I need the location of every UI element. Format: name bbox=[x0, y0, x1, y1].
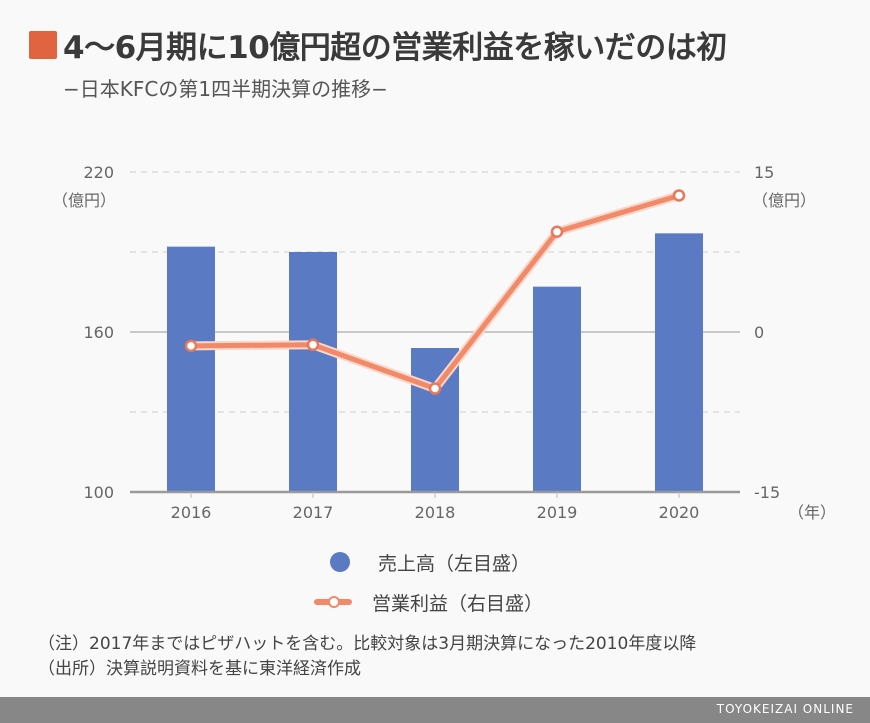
bar-2019 bbox=[533, 286, 581, 492]
right-tick-mid: 0 bbox=[754, 323, 764, 342]
left-tick-min: 100 bbox=[83, 483, 114, 502]
bar-2017 bbox=[289, 252, 337, 492]
x-tick-label: 2018 bbox=[415, 503, 456, 522]
footer-bar: TOYOKEIZAI ONLINE bbox=[0, 697, 870, 723]
legend-dot-icon bbox=[330, 552, 350, 572]
brand-label: TOYOKEIZAI ONLINE bbox=[716, 702, 854, 716]
bar-2020 bbox=[655, 233, 703, 493]
right-tick-min: -15 bbox=[754, 483, 780, 502]
x-tick-label: 2017 bbox=[293, 503, 334, 522]
point-2016 bbox=[184, 339, 198, 353]
gridlines bbox=[130, 171, 740, 413]
title-square-icon bbox=[29, 30, 57, 59]
y-axis-labels: 220 160 100 （億円） 15 0 -15 （億円） （年） bbox=[52, 163, 836, 522]
x-tick-label: 2019 bbox=[537, 503, 578, 522]
legend-item-sales: 売上高（左目盛） bbox=[320, 542, 543, 582]
left-tick-mid: 160 bbox=[83, 323, 114, 342]
legend-label-sales: 売上高（左目盛） bbox=[378, 552, 531, 575]
source-text: （出所）決算説明資料を基に東洋経済作成 bbox=[38, 659, 361, 679]
point-2019 bbox=[550, 225, 564, 238]
point-2017 bbox=[306, 338, 320, 352]
right-tick-max: 15 bbox=[754, 163, 774, 182]
chart-subtitle: −日本KFCの第1四半期決算の推移− bbox=[63, 77, 388, 101]
right-axis-unit: （億円） bbox=[752, 191, 816, 210]
legend-line-icon bbox=[314, 596, 352, 608]
left-tick-max: 220 bbox=[83, 163, 114, 182]
bar-2016 bbox=[167, 246, 215, 492]
x-axis: 2016 2017 2018 2019 2020 bbox=[130, 490, 740, 522]
line-series bbox=[184, 189, 686, 395]
bars bbox=[167, 233, 703, 493]
point-2018 bbox=[428, 382, 442, 395]
x-tick-label: 2020 bbox=[659, 503, 700, 522]
x-tick-label: 2016 bbox=[171, 503, 212, 522]
x-axis-unit: （年） bbox=[788, 503, 836, 522]
chart-title: 4〜6月期に10億円超の営業利益を稼いだのは初 bbox=[63, 30, 727, 66]
legend-item-profit: 営業利益（右目盛） bbox=[314, 582, 544, 622]
title-block: 4〜6月期に10億円超の営業利益を稼いだのは初 bbox=[29, 22, 727, 67]
note-text: （注）2017年まではピザハットを含む。比較対象は3月期決算になった2010年度… bbox=[38, 634, 697, 654]
legend: 売上高（左目盛） 営業利益（右目盛） bbox=[314, 542, 544, 622]
point-2020 bbox=[672, 189, 686, 202]
left-axis-unit: （億円） bbox=[52, 191, 116, 210]
notes: （注）2017年まではピザハットを含む。比較対象は3月期決算になった2010年度… bbox=[38, 632, 696, 682]
legend-label-profit: 営業利益（右目盛） bbox=[372, 592, 544, 615]
